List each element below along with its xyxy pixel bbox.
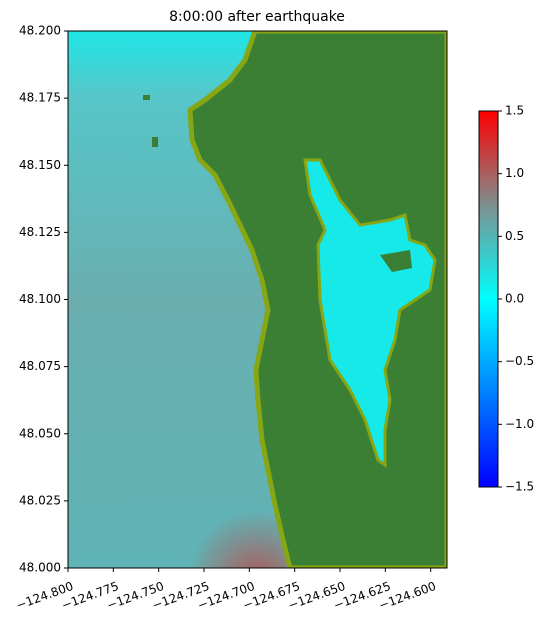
- y-tick-label: 48.075: [19, 359, 61, 373]
- colorbar-tick-label: 0.0: [505, 292, 524, 306]
- y-tick-label: 48.000: [19, 561, 61, 575]
- map-image: [68, 31, 447, 568]
- colorbar-tick-label: 0.5: [505, 229, 524, 243]
- colorbar-tick-label: 1.0: [505, 166, 524, 180]
- colorbar-tick-label: 1.5: [505, 104, 524, 118]
- y-tick-label: 48.150: [19, 158, 61, 172]
- y-tick-label: 48.200: [19, 24, 61, 38]
- colorbar: [478, 110, 499, 488]
- y-tick-label: 48.050: [19, 426, 61, 440]
- y-tick-label: 48.100: [19, 292, 61, 306]
- colorbar-tick-label: −1.5: [505, 480, 534, 494]
- y-tick-label: 48.125: [19, 225, 61, 239]
- colorbar-tick-label: −1.0: [505, 417, 534, 431]
- chart-title: 8:00:00 after earthquake: [169, 9, 345, 25]
- y-tick-label: 48.175: [19, 91, 61, 105]
- y-tick-label: 48.025: [19, 493, 61, 507]
- colorbar-tick-label: −0.5: [505, 354, 534, 368]
